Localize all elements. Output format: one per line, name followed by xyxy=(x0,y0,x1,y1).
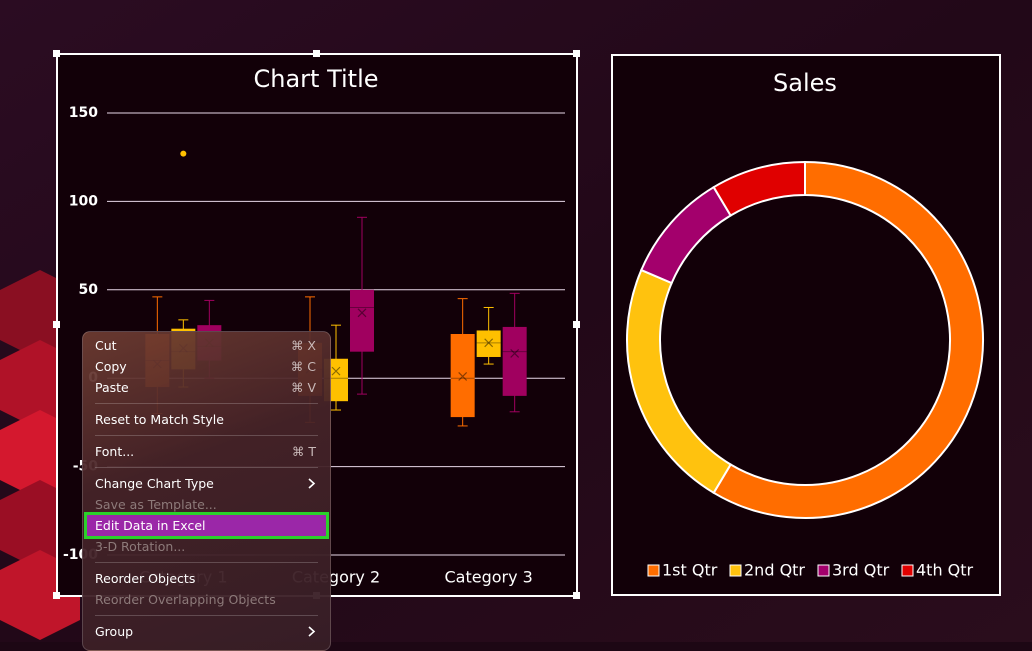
legend-label: 3rd Qtr xyxy=(832,561,890,580)
menu-label: Paste xyxy=(95,380,129,395)
menu-label: Reorder Overlapping Objects xyxy=(95,592,276,607)
menu-item: 3-D Rotation... xyxy=(87,536,326,557)
menu-label: Cut xyxy=(95,338,117,353)
menu-label: Reset to Match Style xyxy=(95,412,224,427)
y-tick-label: 50 xyxy=(79,282,99,298)
menu-separator xyxy=(95,403,318,404)
menu-shortcut: ⌘ V xyxy=(290,380,316,395)
menu-label: Save as Template... xyxy=(95,497,217,512)
submenu-arrow xyxy=(308,626,316,637)
menu-separator xyxy=(95,562,318,563)
mean-marker xyxy=(484,338,494,348)
menu-item[interactable]: Edit Data in Excel xyxy=(84,512,329,539)
y-tick-label: 150 xyxy=(69,105,98,121)
menu-label: Font... xyxy=(95,444,135,459)
legend-label: 1st Qtr xyxy=(662,561,718,580)
box xyxy=(502,326,527,396)
legend-label: 4th Qtr xyxy=(916,561,974,580)
menu-separator xyxy=(95,467,318,468)
legend-swatch xyxy=(901,564,914,577)
menu-shortcut: ⌘ T xyxy=(291,444,316,459)
chart-title: Chart Title xyxy=(253,65,378,93)
legend-swatch xyxy=(647,564,660,577)
x-tick-label: Category 3 xyxy=(444,568,532,587)
menu-item[interactable]: Paste ⌘ V xyxy=(87,377,326,398)
legend-label: 2nd Qtr xyxy=(744,561,805,580)
menu-item[interactable]: Group xyxy=(87,621,326,642)
menu-item[interactable]: Cut ⌘ X xyxy=(87,335,326,356)
menu-item[interactable]: Font... ⌘ T xyxy=(87,441,326,462)
mean-marker xyxy=(458,372,468,381)
menu-label: Change Chart Type xyxy=(95,476,214,491)
submenu-arrow xyxy=(308,478,316,489)
donut-slice xyxy=(712,160,984,519)
chart-layer: -100-50050100150Category 1Category 2Cate… xyxy=(63,105,984,587)
menu-item[interactable]: Reorder Objects xyxy=(87,568,326,589)
box xyxy=(350,289,374,352)
menu-label: 3-D Rotation... xyxy=(95,539,186,554)
context-menu: Cut ⌘ X Copy ⌘ C Paste ⌘ V Reset to Match Styl… xyxy=(82,331,331,651)
menu-separator xyxy=(95,435,318,436)
outlier xyxy=(180,150,187,157)
menu-separator xyxy=(95,615,318,616)
box xyxy=(476,330,501,357)
mean-marker xyxy=(331,366,341,376)
legend-swatch xyxy=(729,564,742,577)
menu-shortcut: ⌘ X xyxy=(290,338,316,353)
menu-item: Reorder Overlapping Objects xyxy=(87,589,326,610)
menu-item: Save as Template... xyxy=(87,494,326,515)
mean-marker xyxy=(357,308,367,318)
menu-label: Group xyxy=(95,624,134,639)
menu-label: Edit Data in Excel xyxy=(95,518,206,533)
legend-swatch xyxy=(817,564,830,577)
menu-item[interactable]: Change Chart Type xyxy=(87,473,326,494)
y-tick-label: 100 xyxy=(69,193,98,209)
chart-title: Sales xyxy=(773,69,837,97)
mean-marker xyxy=(510,349,520,358)
menu-label: Reorder Objects xyxy=(95,571,196,586)
menu-shortcut: ⌘ C xyxy=(290,359,316,374)
box xyxy=(450,334,475,418)
donut-slice xyxy=(712,160,806,217)
menu-label: Copy xyxy=(95,359,127,374)
menu-item[interactable]: Copy ⌘ C xyxy=(87,356,326,377)
menu-item[interactable]: Reset to Match Style xyxy=(87,409,326,430)
